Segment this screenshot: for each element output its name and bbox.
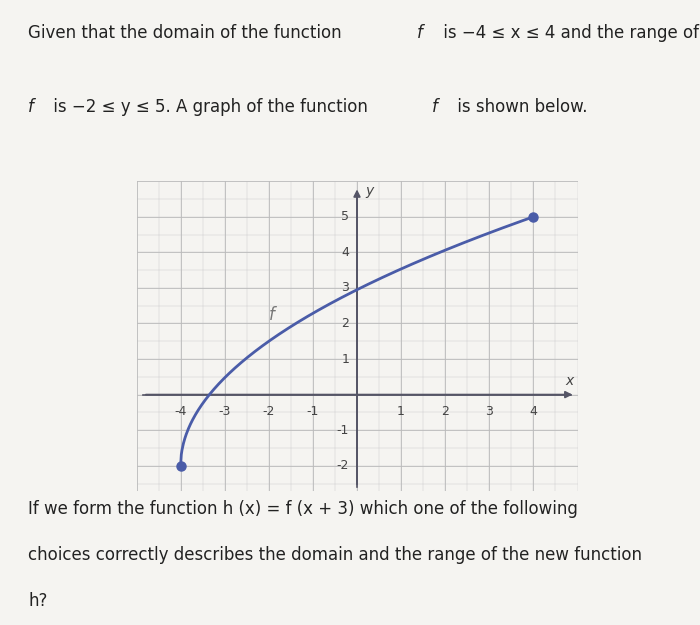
Text: f: f: [269, 306, 274, 324]
Text: is −2 ≤ y ≤ 5. A graph of the function: is −2 ≤ y ≤ 5. A graph of the function: [48, 98, 372, 116]
Text: 2: 2: [341, 317, 349, 330]
Text: is −4 ≤ x ≤ 4 and the range of: is −4 ≤ x ≤ 4 and the range of: [438, 24, 699, 42]
Text: -4: -4: [174, 404, 187, 418]
Text: 1: 1: [341, 352, 349, 366]
Text: 1: 1: [397, 404, 405, 418]
Text: If we form the function h (x) = f (x + 3) which one of the following: If we form the function h (x) = f (x + 3…: [28, 500, 578, 518]
Text: 4: 4: [529, 404, 538, 418]
Text: y: y: [365, 184, 374, 198]
Text: f: f: [416, 24, 422, 42]
Text: f: f: [28, 98, 34, 116]
Text: x: x: [566, 374, 574, 388]
Text: -2: -2: [262, 404, 275, 418]
Text: 3: 3: [341, 281, 349, 294]
Text: 4: 4: [341, 246, 349, 259]
Text: -3: -3: [218, 404, 231, 418]
Text: 5: 5: [341, 210, 349, 223]
Text: Given that the domain of the function: Given that the domain of the function: [28, 24, 347, 42]
Text: is shown below.: is shown below.: [452, 98, 587, 116]
Text: f: f: [432, 98, 438, 116]
Text: h?: h?: [28, 592, 48, 610]
Text: -1: -1: [337, 424, 349, 437]
Text: -2: -2: [337, 459, 349, 472]
Text: choices correctly describes the domain and the range of the new function: choices correctly describes the domain a…: [28, 546, 642, 564]
Text: 3: 3: [485, 404, 494, 418]
Text: -1: -1: [307, 404, 319, 418]
Text: 2: 2: [441, 404, 449, 418]
